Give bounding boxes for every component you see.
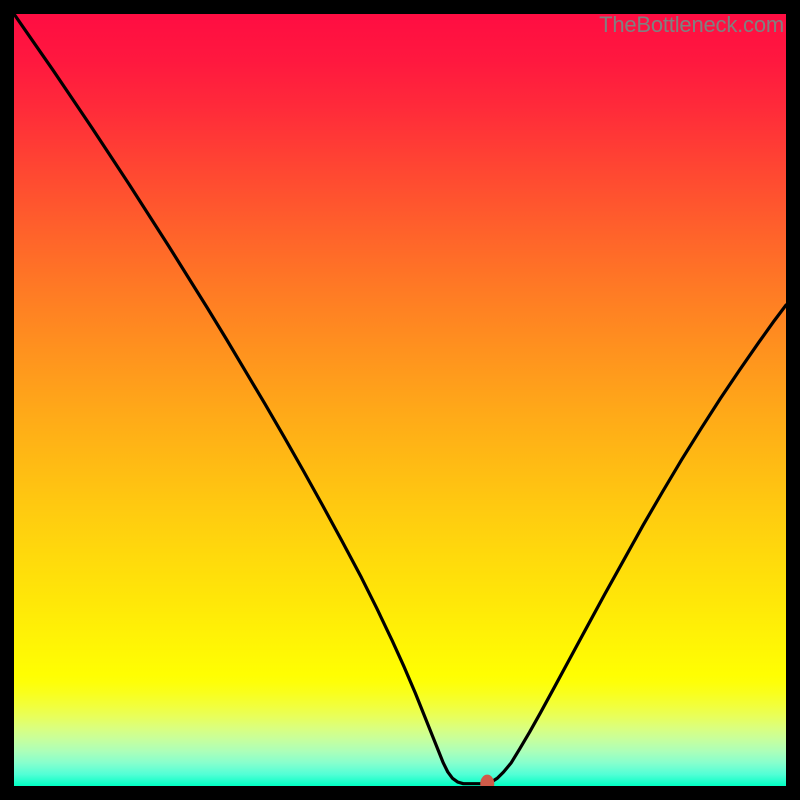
bottleneck-plot: TheBottleneck.com <box>14 14 786 786</box>
watermark-label: TheBottleneck.com <box>599 12 784 38</box>
chart-svg <box>14 14 786 786</box>
chart-frame: TheBottleneck.com <box>0 0 800 800</box>
chart-background <box>14 14 786 786</box>
